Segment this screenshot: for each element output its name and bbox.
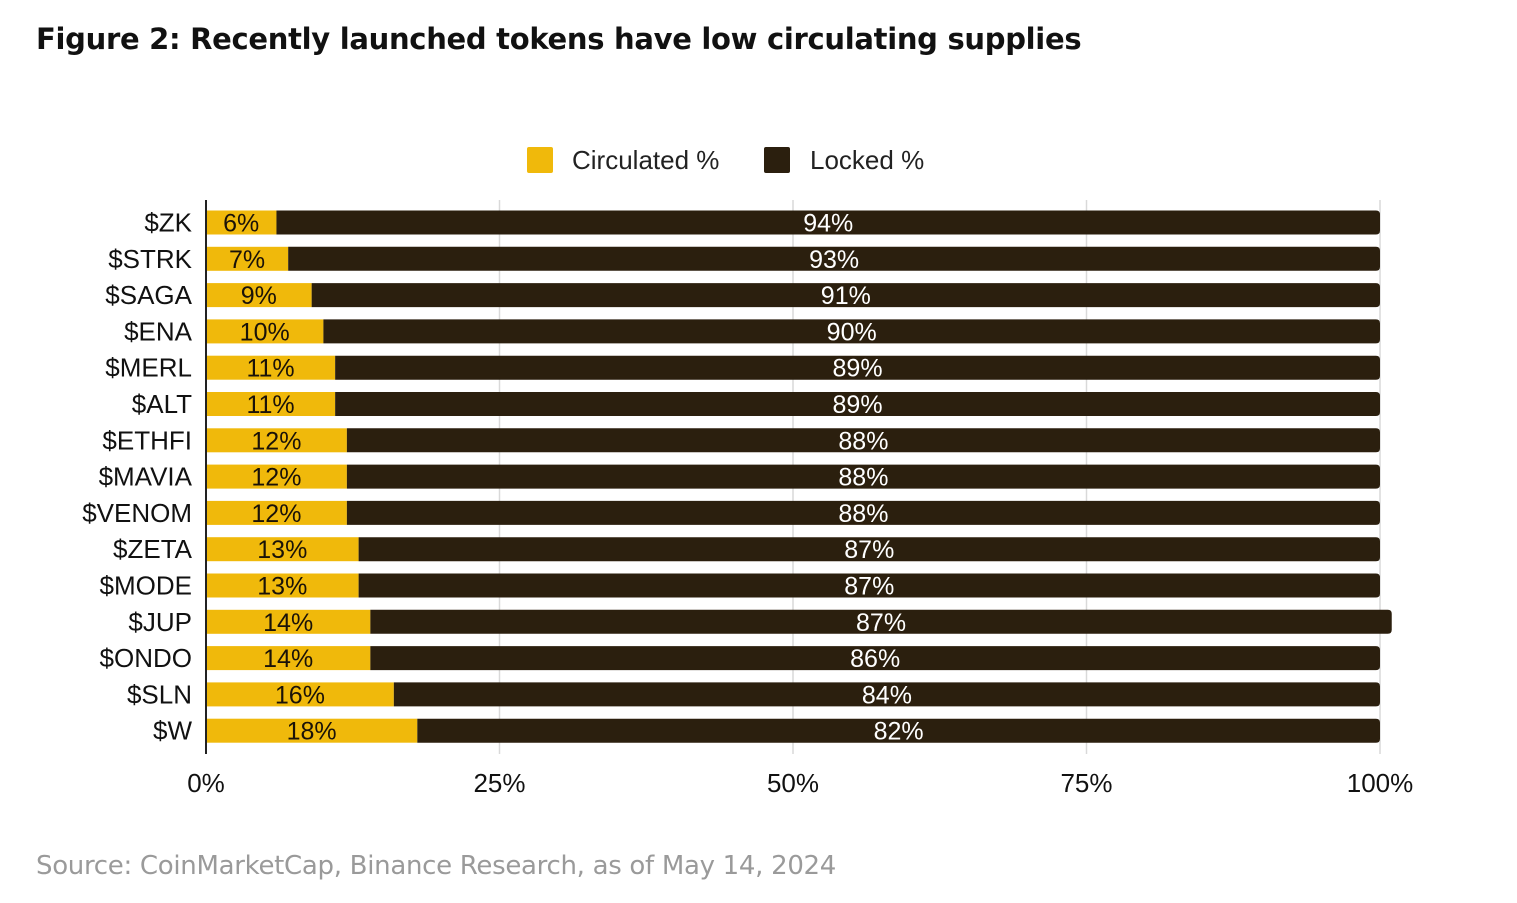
category-label: $ALT — [132, 389, 192, 419]
bar-segment-circulated — [206, 319, 324, 344]
data-label: 12% — [251, 427, 301, 455]
bar-segment-circulated — [206, 464, 347, 489]
data-label: 12% — [251, 464, 301, 492]
data-label: 94% — [803, 210, 853, 238]
category-label: $SAGA — [105, 280, 192, 310]
bar-segment-locked — [358, 573, 1380, 598]
bar-segment-circulated — [206, 355, 336, 380]
category-label: $ZETA — [113, 534, 193, 564]
data-label: 11% — [246, 355, 294, 383]
category-label: $ENA — [124, 316, 193, 346]
category-label: $MODE — [100, 571, 192, 601]
bar-segment-circulated — [206, 573, 359, 598]
bar-segment-circulated — [206, 283, 312, 308]
bar-segment-locked — [288, 246, 1381, 271]
category-label: $JUP — [128, 607, 192, 637]
category-label: $STRK — [108, 244, 192, 274]
bar-segment-circulated — [206, 210, 277, 235]
data-label: 13% — [257, 573, 307, 601]
data-label: 14% — [263, 609, 313, 637]
legend-label: Circulated % — [572, 145, 719, 175]
data-label: 87% — [844, 536, 894, 564]
data-label: 10% — [240, 318, 290, 346]
category-label: $MAVIA — [99, 462, 193, 492]
data-label: 18% — [287, 718, 337, 746]
bar-segment-circulated — [206, 646, 371, 671]
data-label: 86% — [850, 645, 900, 673]
data-label: 84% — [862, 681, 912, 709]
data-label: 9% — [241, 282, 277, 310]
bars: 6% 94% 7% 93% 9% 91% 10% 90% 11% 89% 11% 89% 12% 88% 1… — [206, 210, 1392, 746]
category-label: $ZK — [144, 208, 192, 238]
data-label: 11% — [246, 391, 294, 419]
bar-segment-locked — [346, 464, 1380, 489]
x-tick-label: 25% — [473, 768, 525, 798]
bar-segment-locked — [323, 319, 1380, 344]
data-label: 87% — [856, 609, 906, 637]
bar-segment-circulated — [206, 500, 347, 525]
category-label: $ETHFI — [102, 425, 192, 455]
bar-segment-locked — [335, 392, 1380, 416]
bar-segment-circulated — [206, 428, 347, 453]
legend-swatch — [527, 147, 553, 173]
legend-label: Locked % — [810, 145, 924, 175]
data-label: 89% — [833, 391, 883, 419]
bar-segment-circulated — [206, 392, 336, 416]
data-label: 6% — [223, 210, 259, 238]
data-label: 88% — [838, 427, 888, 455]
figure-title: Figure 2: Recently launched tokens have … — [36, 22, 1082, 56]
category-label: $VENOM — [82, 498, 192, 528]
x-tick-label: 50% — [767, 768, 819, 798]
category-label: $SLN — [127, 679, 192, 709]
bar-segment-locked — [346, 500, 1380, 525]
data-label: 88% — [838, 500, 888, 528]
legend-swatch — [764, 147, 790, 173]
data-label: 88% — [838, 464, 888, 492]
data-label: 82% — [874, 718, 924, 746]
bar-segment-circulated — [206, 682, 394, 707]
bar-segment-locked — [311, 283, 1380, 308]
bar-segment-circulated — [206, 246, 289, 271]
bar-segment-circulated — [206, 609, 371, 634]
data-label: 13% — [257, 536, 307, 564]
data-label: 7% — [229, 246, 265, 274]
bar-segment-locked — [393, 682, 1381, 707]
axes: 0% 25% 50% 75% 100% $ZK $STRK $SAGA $ENA $MERL $AL… — [82, 200, 1413, 798]
data-label: 16% — [275, 681, 325, 709]
category-label: $ONDO — [100, 643, 192, 673]
data-label: 90% — [827, 318, 877, 346]
data-label: 14% — [263, 645, 313, 673]
x-tick-label: 0% — [187, 768, 225, 798]
source-note: Source: CoinMarketCap, Binance Research,… — [36, 851, 837, 881]
data-label: 89% — [833, 355, 883, 383]
data-label: 91% — [821, 282, 871, 310]
bar-segment-locked — [370, 609, 1392, 634]
x-tick-label: 75% — [1060, 768, 1112, 798]
x-tick-label: 100% — [1347, 768, 1414, 798]
bar-segment-locked — [346, 428, 1380, 453]
data-label: 12% — [251, 500, 301, 528]
bar-segment-locked — [417, 718, 1380, 743]
bar-segment-locked — [335, 355, 1380, 380]
bar-segment-locked — [370, 646, 1380, 671]
bar-segment-circulated — [206, 718, 418, 743]
legend: Circulated % Locked % — [527, 145, 924, 175]
data-label: 93% — [809, 246, 859, 274]
bar-segment-circulated — [206, 537, 359, 562]
data-label: 87% — [844, 573, 894, 601]
bar-segment-locked — [276, 210, 1381, 235]
category-label: $MERL — [105, 353, 192, 383]
category-label: $W — [153, 716, 192, 746]
bar-segment-locked — [358, 537, 1380, 562]
